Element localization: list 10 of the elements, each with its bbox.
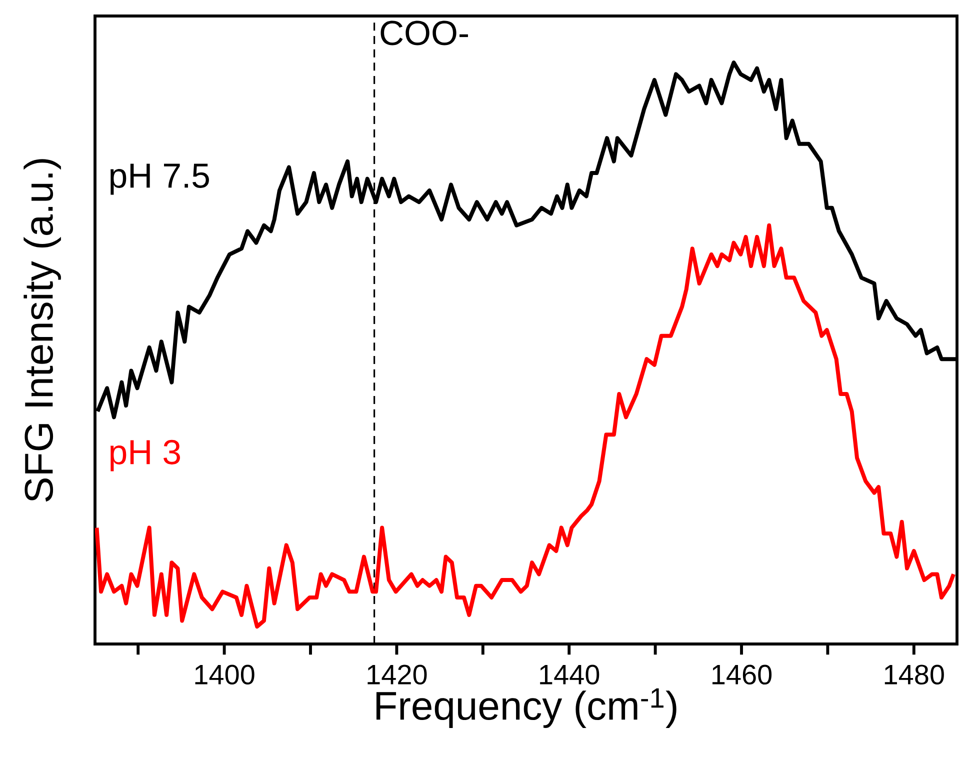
x-tick-label: 1420 [368,664,427,685]
x-axis-title: Frequency (cm$^{-1}$) [376,688,676,728]
y-axis-title: SFG Intensity (a.u.) [24,159,61,502]
x-tick-label: 1460 [712,664,772,685]
x-tick-label: 1400 [195,664,254,685]
series-label: pH 7.5 [110,164,209,195]
x-tick-label: 1440 [540,664,600,685]
ref-line-label: COO- [380,20,468,46]
series-label: pH 3 [110,440,180,472]
x-tick-label: 1480 [884,664,944,685]
